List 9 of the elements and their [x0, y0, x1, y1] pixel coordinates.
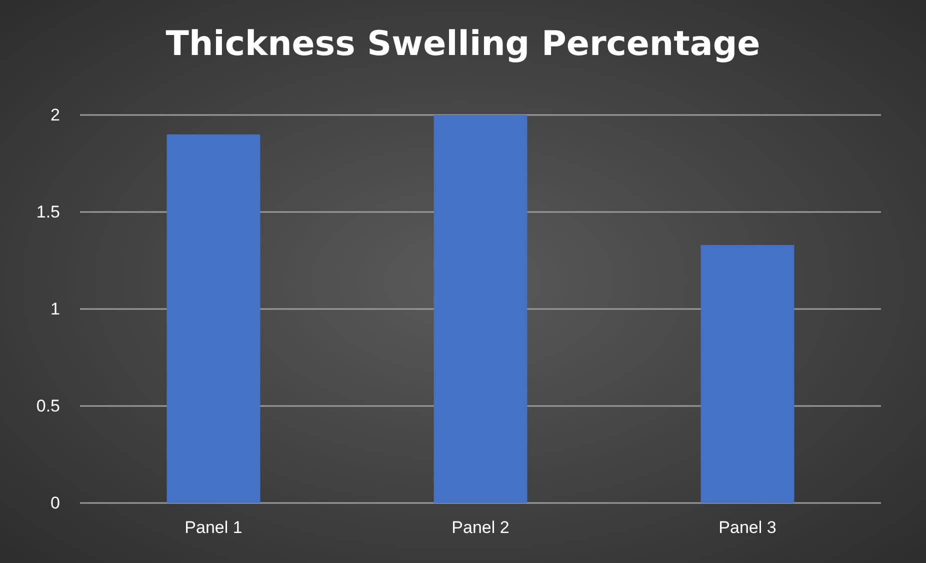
y-tick-label: 0.5 [36, 396, 60, 416]
y-tick-label: 2 [50, 106, 60, 124]
y-tick-label: 0 [50, 494, 60, 512]
x-tick-label: Panel 2 [452, 518, 510, 537]
y-tick-label: 1 [50, 300, 60, 318]
x-tick-label: Panel 1 [184, 518, 242, 537]
y-tick-label: 1.5 [36, 202, 60, 222]
chart-title: Thickness Swelling Percentage [166, 24, 760, 64]
x-tick-label: Panel 3 [718, 518, 776, 537]
